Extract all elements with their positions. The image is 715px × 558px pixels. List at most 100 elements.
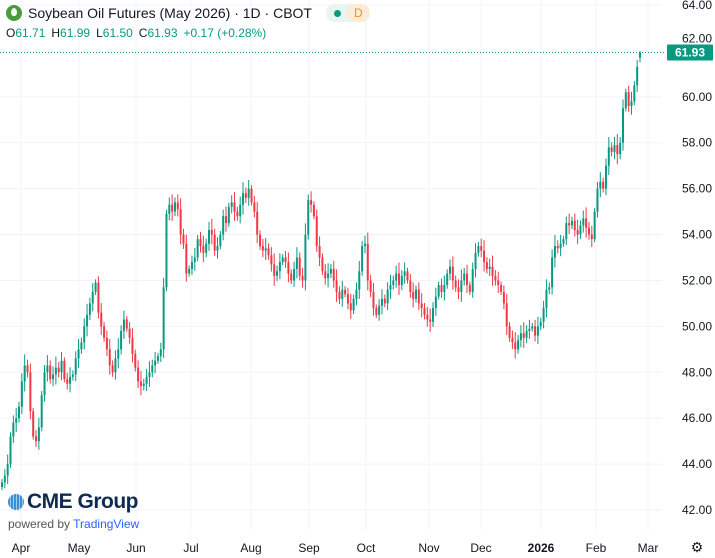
candle-body bbox=[111, 365, 114, 373]
candle-body bbox=[69, 376, 72, 384]
symbol-title[interactable]: Soybean Oil Futures (May 2026) · 1D · CB… bbox=[28, 5, 312, 21]
candle-body bbox=[23, 365, 26, 382]
candle-body bbox=[380, 298, 383, 306]
x-tick-label: Jun bbox=[126, 541, 145, 555]
candle-body bbox=[471, 268, 474, 292]
candle-body bbox=[239, 204, 242, 217]
candle-body bbox=[281, 257, 284, 263]
candle-body bbox=[117, 349, 120, 359]
x-tick-label: Jul bbox=[183, 541, 198, 555]
candle-body bbox=[151, 365, 154, 373]
status-badges[interactable]: D bbox=[326, 4, 370, 22]
candle-body bbox=[120, 330, 123, 350]
candle-body bbox=[607, 147, 610, 166]
candle-body bbox=[621, 108, 624, 143]
candle-body bbox=[259, 234, 262, 247]
candle-body bbox=[32, 411, 35, 437]
candle-body bbox=[284, 257, 287, 263]
candle-body bbox=[420, 303, 423, 308]
x-tick-label: 2026 bbox=[528, 541, 555, 555]
candle-body bbox=[392, 280, 395, 286]
high-label: H bbox=[51, 26, 61, 40]
candle-body bbox=[491, 266, 494, 276]
candle-body bbox=[619, 142, 622, 155]
candle-body bbox=[324, 271, 327, 279]
candle-body bbox=[627, 92, 630, 106]
x-tick-label: Oct bbox=[357, 541, 376, 555]
candle-body bbox=[378, 305, 381, 315]
candle-body bbox=[429, 319, 432, 322]
candle-body bbox=[361, 246, 364, 272]
candle-body bbox=[531, 326, 534, 329]
candle-body bbox=[312, 204, 315, 217]
candle-body bbox=[287, 262, 290, 274]
candle-body bbox=[395, 273, 398, 281]
candle-body bbox=[511, 337, 514, 343]
candle-body bbox=[570, 220, 573, 226]
candle-body bbox=[304, 234, 307, 281]
candle-body bbox=[6, 464, 9, 476]
delayed-badge[interactable]: D bbox=[347, 4, 370, 22]
candle-body bbox=[460, 280, 463, 292]
y-tick-label: 54.00 bbox=[682, 228, 712, 242]
candle-body bbox=[457, 287, 460, 292]
candle-body bbox=[310, 200, 313, 205]
candle-body bbox=[256, 211, 259, 235]
low-label: L bbox=[96, 26, 103, 40]
candle-body bbox=[508, 326, 511, 338]
candle-body bbox=[327, 273, 330, 279]
candle-body bbox=[128, 328, 131, 338]
candle-body bbox=[383, 298, 386, 304]
chart-header: Soybean Oil Futures (May 2026) · 1D · CB… bbox=[6, 4, 370, 22]
candle-body bbox=[355, 289, 358, 299]
candle-body bbox=[165, 213, 168, 288]
candle-body bbox=[12, 422, 15, 437]
y-tick-label: 64.00 bbox=[682, 0, 712, 12]
candle-body bbox=[519, 333, 522, 341]
candle-body bbox=[548, 287, 551, 290]
y-tick-label: 58.00 bbox=[682, 136, 712, 150]
y-tick-label: 46.00 bbox=[682, 411, 712, 425]
candle-body bbox=[15, 418, 18, 423]
candle-body bbox=[290, 273, 293, 281]
candle-body bbox=[176, 202, 179, 210]
candle-body bbox=[114, 358, 117, 373]
x-tick-label: Nov bbox=[418, 541, 439, 555]
candle-body bbox=[369, 280, 372, 292]
candle-body bbox=[188, 268, 191, 274]
candle-body bbox=[437, 285, 440, 297]
cme-logo[interactable]: CME Group powered by TradingView bbox=[8, 490, 139, 531]
candle-body bbox=[522, 333, 525, 338]
candle-body bbox=[474, 252, 477, 269]
candle-body bbox=[276, 271, 279, 276]
candle-body bbox=[46, 365, 49, 373]
candle-body bbox=[83, 326, 86, 343]
candle-body bbox=[639, 52, 641, 58]
candle-body bbox=[497, 280, 500, 286]
candle-body bbox=[366, 243, 369, 281]
candle-body bbox=[60, 360, 63, 373]
candle-body bbox=[477, 246, 480, 253]
candle-body bbox=[199, 239, 202, 247]
candle-body bbox=[210, 229, 213, 235]
candle-body bbox=[40, 395, 43, 428]
candle-body bbox=[219, 234, 222, 247]
y-tick-label: 62.00 bbox=[682, 32, 712, 46]
settings-icon[interactable]: ⚙ bbox=[690, 539, 704, 555]
candle-body bbox=[559, 243, 562, 249]
candle-body bbox=[568, 223, 571, 226]
tradingview-link[interactable]: TradingView bbox=[73, 517, 140, 531]
open-label: O bbox=[6, 26, 16, 40]
candle-body bbox=[182, 234, 185, 244]
candle-body bbox=[74, 358, 77, 375]
candle-body bbox=[71, 374, 74, 377]
candle-body bbox=[185, 243, 188, 274]
candle-body bbox=[122, 319, 125, 331]
candle-body bbox=[417, 289, 420, 304]
candle-body bbox=[244, 193, 247, 198]
candle-body bbox=[536, 326, 539, 336]
candle-body bbox=[636, 66, 639, 86]
candle-body bbox=[80, 342, 83, 350]
candle-body bbox=[216, 246, 219, 251]
